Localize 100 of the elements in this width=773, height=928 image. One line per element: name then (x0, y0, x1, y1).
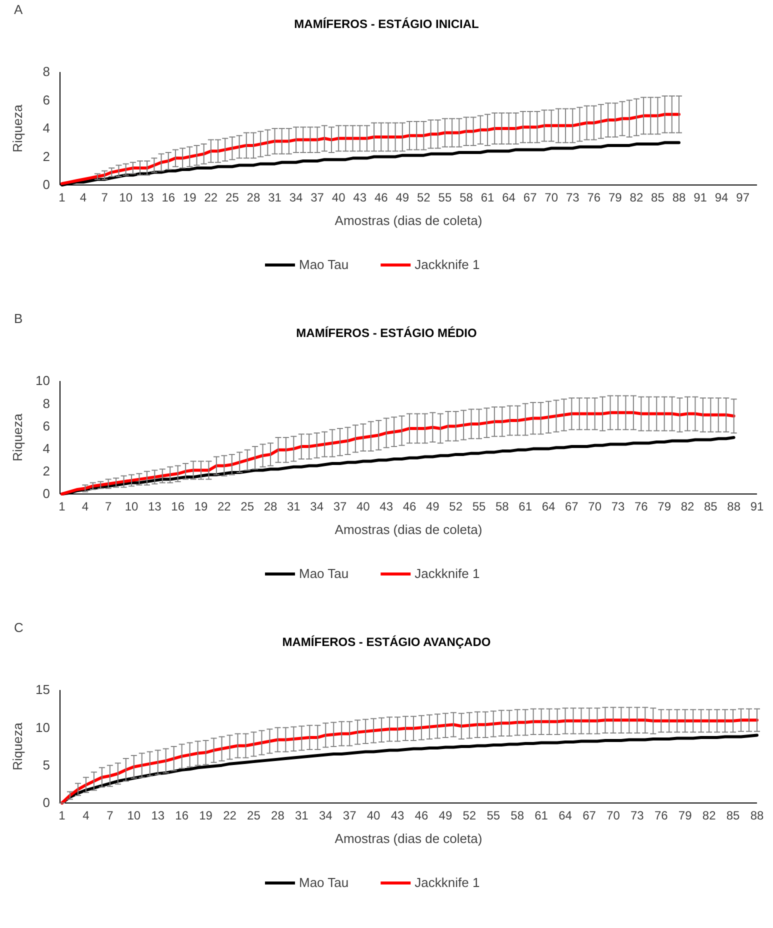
x-tick-label: 61 (534, 808, 548, 823)
legend-label: Mao Tau (299, 257, 349, 272)
x-tick-label: 31 (268, 190, 282, 205)
y-tick-label: 6 (42, 418, 50, 434)
y-tick-label: 0 (42, 486, 50, 502)
x-tick-label: 7 (101, 190, 108, 205)
y-tick-label: 10 (36, 720, 50, 735)
y-tick-label: 0 (42, 177, 50, 192)
x-tick-label: 37 (310, 190, 324, 205)
x-tick-label: 25 (226, 190, 240, 205)
x-tick-label: 64 (502, 190, 516, 205)
x-tick-label: 34 (289, 190, 304, 205)
x-tick-label: 76 (587, 190, 601, 205)
x-tick-label: 58 (510, 808, 524, 823)
x-tick-label: 85 (704, 500, 718, 514)
x-tick-label: 85 (651, 190, 665, 205)
chart-title: MAMÍFEROS - ESTÁGIO AVANÇADO (282, 635, 491, 649)
y-axis-title: Riqueza (10, 104, 25, 152)
x-tick-label: 22 (204, 190, 218, 205)
x-tick-label: 97 (736, 190, 750, 205)
x-tick-label: 46 (414, 808, 428, 823)
x-tick-label: 67 (564, 500, 579, 514)
y-tick-label: 8 (42, 64, 50, 80)
x-tick-label: 88 (750, 808, 764, 823)
x-tick-label: 16 (175, 808, 189, 823)
x-tick-label: 67 (582, 808, 596, 823)
x-tick-label: 19 (194, 500, 208, 514)
legend-label: Jackknife 1 (414, 875, 480, 890)
y-axis-title: Riqueza (10, 722, 25, 770)
x-tick-label: 58 (460, 190, 474, 205)
y-axis-title: Riqueza (10, 412, 25, 462)
x-tick-label: 40 (366, 808, 381, 823)
x-tick-label: 85 (726, 808, 740, 823)
y-tick-label: 2 (42, 464, 50, 479)
text: A (14, 2, 23, 17)
x-tick-label: 4 (82, 808, 90, 823)
y-tick-label: 8 (42, 396, 50, 411)
text: B (14, 311, 23, 326)
y-tick-label: 15 (36, 682, 50, 698)
x-tick-label: 49 (438, 808, 452, 823)
y-tick-label: 0 (42, 795, 50, 810)
x-tick-label: 10 (124, 500, 138, 514)
x-tick-label: 55 (472, 500, 486, 514)
x-tick-label: 28 (246, 190, 260, 205)
x-tick-label: 16 (162, 190, 176, 205)
x-tick-label: 73 (611, 500, 625, 514)
x-tick-label: 22 (223, 808, 237, 823)
x-tick-label: 1 (58, 808, 66, 823)
x-tick-label: 7 (106, 808, 114, 823)
x-tick-label: 40 (356, 500, 370, 514)
x-tick-label: 55 (486, 808, 500, 823)
y-tick-label: 10 (36, 373, 50, 388)
x-tick-label: 25 (240, 500, 254, 514)
x-tick-label: 88 (672, 190, 686, 205)
x-tick-label: 58 (495, 500, 510, 514)
y-tick-label: 2 (42, 148, 50, 164)
x-tick-label: 10 (127, 808, 141, 823)
chart-title: MAMÍFEROS - ESTÁGIO INICIAL (294, 17, 479, 31)
x-tick-label: 1 (58, 500, 66, 514)
x-tick-label: 73 (630, 808, 644, 823)
x-tick-label: 37 (333, 500, 347, 514)
x-tick-label: 16 (171, 500, 185, 514)
x-axis-title: Amostras (dias de coleta) (334, 831, 482, 846)
x-axis-title: Amostras (dias de coleta) (334, 522, 482, 537)
x-tick-label: 46 (402, 500, 416, 514)
x-tick-label: 1 (58, 190, 66, 205)
x-tick-label: 70 (544, 190, 558, 205)
x-tick-label: 76 (654, 808, 668, 823)
legend-label: Mao Tau (299, 566, 349, 581)
x-tick-label: 52 (449, 500, 463, 514)
x-tick-label: 70 (588, 500, 602, 514)
x-tick-label: 49 (396, 190, 410, 205)
x-tick-label: 4 (80, 190, 87, 205)
x-tick-label: 64 (542, 500, 556, 514)
x-tick-label: 43 (353, 190, 367, 205)
x-tick-label: 13 (140, 190, 154, 205)
y-tick-label: 4 (42, 120, 50, 136)
x-tick-label: 76 (634, 500, 648, 514)
x-tick-label: 82 (630, 190, 644, 205)
x-tick-label: 25 (247, 808, 261, 823)
x-tick-label: 52 (417, 190, 431, 205)
x-tick-label: 52 (462, 808, 476, 823)
x-tick-label: 31 (294, 808, 309, 823)
y-tick-label: 4 (42, 440, 50, 456)
x-tick-label: 10 (119, 190, 133, 205)
x-tick-label: 91 (694, 190, 708, 205)
x-tick-label: 70 (606, 808, 620, 823)
x-tick-label: 46 (374, 190, 388, 205)
x-tick-label: 73 (566, 190, 580, 205)
x-tick-label: 28 (264, 500, 278, 514)
x-tick-label: 22 (217, 500, 232, 514)
x-tick-label: 28 (271, 808, 285, 823)
x-tick-label: 19 (182, 190, 197, 205)
x-tick-label: 43 (380, 500, 394, 514)
x-tick-label: 79 (658, 500, 672, 514)
x-tick-label: 67 (523, 190, 538, 205)
x-tick-label: 79 (678, 808, 692, 823)
x-tick-label: 13 (151, 808, 165, 823)
x-tick-label: 4 (82, 500, 89, 514)
x-tick-label: 61 (518, 500, 532, 514)
